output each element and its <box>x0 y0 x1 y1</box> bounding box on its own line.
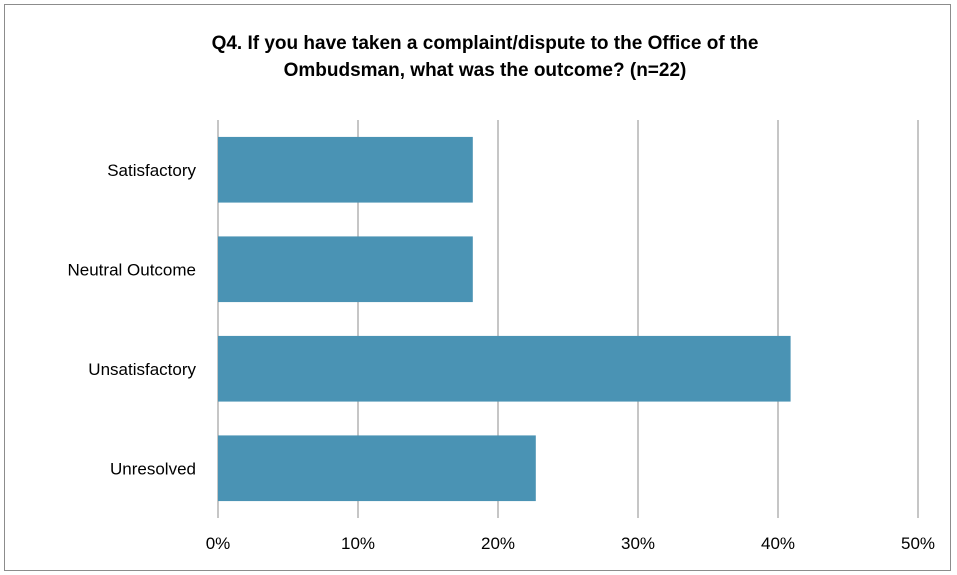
category-label-0: Satisfactory <box>107 161 196 180</box>
x-tick-label-4: 40% <box>761 534 795 553</box>
x-tick-label-2: 20% <box>481 534 515 553</box>
bar-2 <box>218 335 791 402</box>
category-labels: Satisfactory Neutral Outcome Unsatisfactor… <box>68 161 197 479</box>
bars <box>218 136 791 502</box>
bar-0 <box>218 136 473 203</box>
category-label-3: Unresolved <box>110 459 196 478</box>
chart-title: Q4. If you have taken a complaint/disput… <box>120 30 850 84</box>
bar-1 <box>218 236 473 303</box>
category-label-1: Neutral Outcome <box>68 260 197 279</box>
x-tick-labels: 0% 10% 20% 30% 40% 50% <box>206 534 935 553</box>
x-tick-label-1: 10% <box>341 534 375 553</box>
chart-title-line-2: Ombudsman, what was the outcome? (n=22) <box>283 60 687 81</box>
chart-title-line-1: Q4. If you have taken a complaint/disput… <box>211 33 759 54</box>
x-tick-label-0: 0% <box>206 534 231 553</box>
x-tick-label-5: 50% <box>901 534 935 553</box>
category-label-2: Unsatisfactory <box>88 360 196 379</box>
x-tick-label-3: 30% <box>621 534 655 553</box>
bar-3 <box>218 435 536 502</box>
